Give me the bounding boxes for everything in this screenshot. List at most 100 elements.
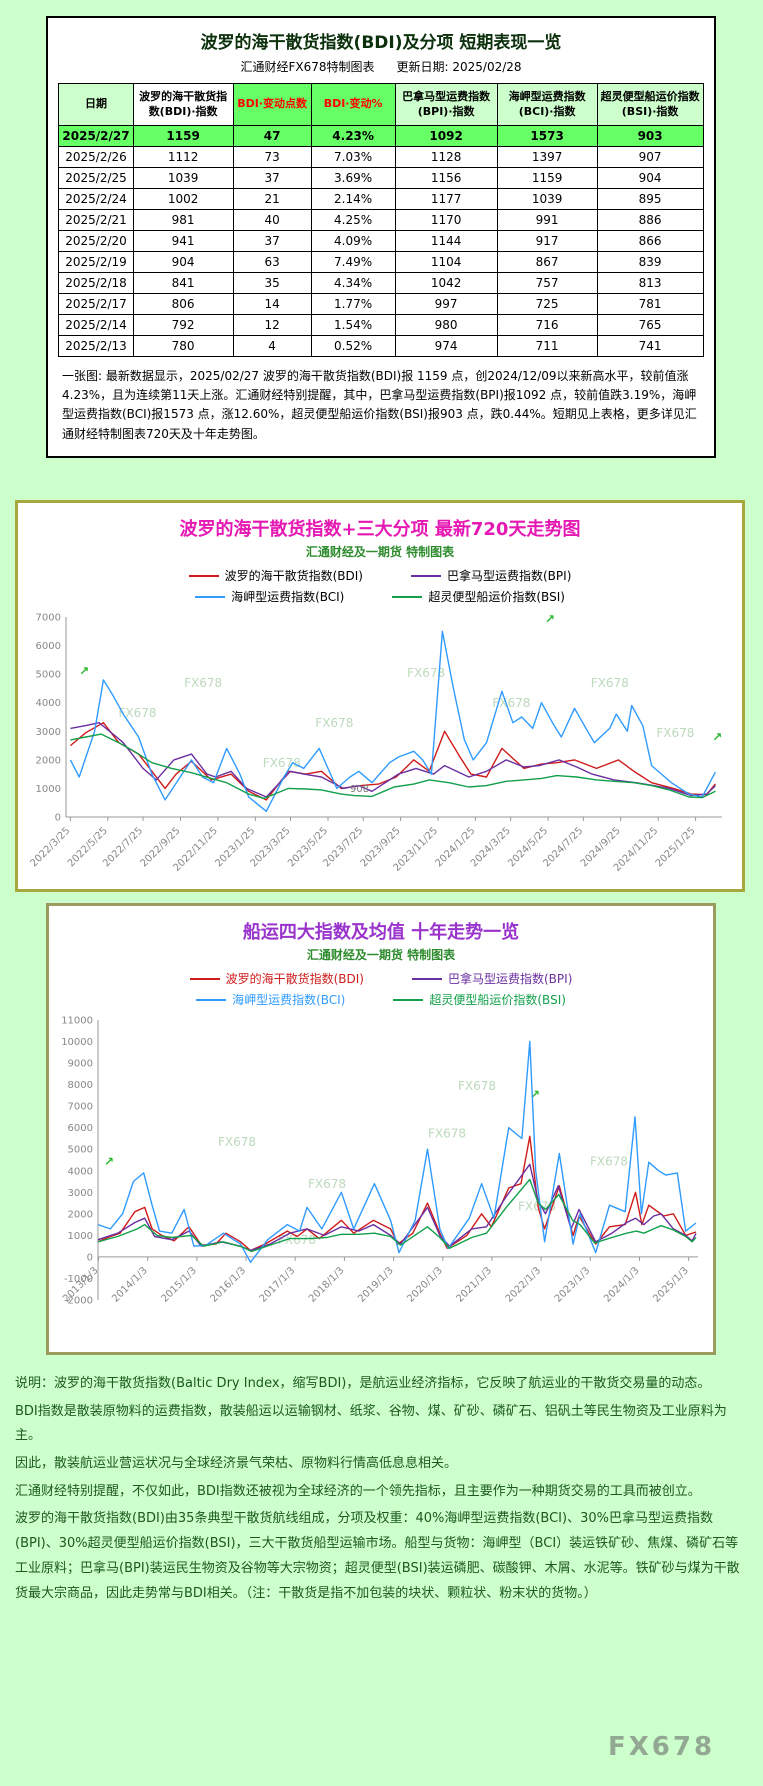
svg-text:2000: 2000 xyxy=(68,1209,93,1220)
cell-bpi: 974 xyxy=(394,335,498,357)
svg-text:FX678: FX678 xyxy=(184,676,222,690)
series-line-bpi xyxy=(97,1163,697,1252)
cell-pct: 0.52% xyxy=(310,335,396,357)
cell-pct: 1.54% xyxy=(310,314,396,336)
svg-text:FX678: FX678 xyxy=(315,716,353,730)
legend-label: 巴拿马型运费指数(BPI) xyxy=(447,569,572,583)
cell-bpi: 1128 xyxy=(394,146,498,168)
cell-bpi: 1156 xyxy=(394,167,498,189)
cell-bsi: 886 xyxy=(596,209,704,231)
svg-text:↗: ↗ xyxy=(530,1087,540,1101)
cell-bci: 757 xyxy=(496,272,598,294)
cell-chg: 73 xyxy=(232,146,312,168)
table-title: 波罗的海干散货指数(BDI)及分项 短期表现一览 xyxy=(200,33,562,53)
update-date-label: 更新日期: 2025/02/28 xyxy=(396,60,522,74)
chart-10y-panel: 船运四大指数及均值 十年走势一览 汇通财经及一期货 特制图表 波罗的海干散货指数… xyxy=(46,903,716,1355)
table-row: 2025/2/27 1159 47 4.23% 1092 1573 903 xyxy=(58,125,704,147)
svg-text:FX678: FX678 xyxy=(428,1127,466,1141)
svg-text:3000: 3000 xyxy=(68,1188,93,1199)
svg-text:FX678: FX678 xyxy=(308,1177,346,1191)
legend-item-bdi: 波罗的海干散货指数(BDI) xyxy=(188,567,363,584)
cell-bsi: 895 xyxy=(596,188,704,210)
cell-date: 2025/2/17 xyxy=(58,293,134,315)
cell-bsi: 741 xyxy=(596,335,704,357)
cell-pct: 7.49% xyxy=(310,251,396,273)
svg-text:FX678: FX678 xyxy=(458,1079,496,1093)
cell-bpi: 980 xyxy=(394,314,498,336)
svg-text:5000: 5000 xyxy=(36,670,61,681)
cell-pct: 3.69% xyxy=(310,167,396,189)
footer-notes: 说明：波罗的海干散货指数(Baltic Dry Index，缩写BDI)，是航运… xyxy=(15,1372,749,1609)
svg-text:908: 908 xyxy=(350,784,369,795)
trend-chart-720d: FX678 FX678 FX678 FX678 FX678 FX678 FX678 FX678… xyxy=(28,612,722,874)
cell-bdi: 904 xyxy=(132,251,234,273)
svg-text:2014/1/3: 2014/1/3 xyxy=(110,1265,150,1305)
legend-item-bci: 海岬型运费指数(BCI) xyxy=(195,588,344,605)
bdi-table: 日期 波罗的海干散货指数(BDI)·指数 BDI·变动点数 BDI·变动% 巴拿马型运费… xyxy=(58,83,704,357)
svg-text:↗: ↗ xyxy=(712,730,722,744)
bdi-table-panel: 波罗的海干散货指数(BDI)及分项 短期表现一览 汇通财经FX678特制图表 更新… xyxy=(46,16,716,458)
cell-date: 2025/2/19 xyxy=(58,251,134,273)
table-row: 2025/2/14 792 12 1.54% 980 716 765 xyxy=(58,314,704,336)
cell-pct: 2.14% xyxy=(310,188,396,210)
cell-bdi: 1002 xyxy=(132,188,234,210)
cell-bdi: 1112 xyxy=(132,146,234,168)
cell-bsi: 839 xyxy=(596,251,704,273)
svg-text:FX678: FX678 xyxy=(591,676,629,690)
svg-text:2024/1/3: 2024/1/3 xyxy=(602,1265,642,1305)
cell-chg: 40 xyxy=(232,209,312,231)
cell-chg: 12 xyxy=(232,314,312,336)
cell-bci: 867 xyxy=(496,251,598,273)
table-row: 2025/2/20 941 37 4.09% 1144 917 866 xyxy=(58,230,704,252)
legend-line-icon xyxy=(411,574,441,577)
cell-bdi: 792 xyxy=(132,314,234,336)
legend-item-bpi: 巴拿马型运费指数(BPI) xyxy=(411,567,571,584)
cell-bpi: 1177 xyxy=(394,188,498,210)
column-header-0: 日期 xyxy=(58,83,134,126)
cell-chg: 35 xyxy=(232,272,312,294)
chart-10y-subtitle: 汇通财经及一期货 特制图表 xyxy=(306,948,456,962)
svg-text:↗: ↗ xyxy=(545,612,555,626)
chart-10y-title: 船运四大指数及均值 十年走势一览 xyxy=(242,922,520,943)
svg-text:7000: 7000 xyxy=(68,1102,93,1113)
legend-item-bci: 海岬型运费指数(BCI) xyxy=(196,991,345,1008)
cell-pct: 4.09% xyxy=(310,230,396,252)
cell-bsi: 903 xyxy=(596,125,704,147)
cell-bpi: 1170 xyxy=(394,209,498,231)
cell-bdi: 1039 xyxy=(132,167,234,189)
svg-text:FX678: FX678 xyxy=(590,1155,628,1169)
svg-text:FX678: FX678 xyxy=(656,726,694,740)
svg-text:FX678: FX678 xyxy=(218,1135,256,1149)
cell-bsi: 813 xyxy=(596,272,704,294)
column-header-5: 海岬型运费指数(BCI)·指数 xyxy=(496,83,598,126)
table-row: 2025/2/19 904 63 7.49% 1104 867 839 xyxy=(58,251,704,273)
svg-text:0: 0 xyxy=(55,813,61,824)
legend-line-icon xyxy=(196,998,227,1001)
cell-bsi: 904 xyxy=(596,167,704,189)
svg-text:2025/1/25: 2025/1/25 xyxy=(654,825,698,869)
cell-date: 2025/2/21 xyxy=(58,209,134,231)
cell-bsi: 765 xyxy=(596,314,704,336)
cell-bpi: 1144 xyxy=(394,230,498,252)
cell-pct: 4.23% xyxy=(310,125,396,147)
cell-date: 2025/2/13 xyxy=(58,335,134,357)
svg-text:↗: ↗ xyxy=(79,664,89,678)
footer-paragraph: BDI指数是散装原物料的运费指数，散装船运以运输钢材、纸浆、谷物、煤、矿砂、磷矿… xyxy=(15,1403,727,1444)
chart-720d-title: 波罗的海干散货指数+三大分项 最新720天走势图 xyxy=(179,519,581,540)
legend-label: 巴拿马型运费指数(BPI) xyxy=(448,972,573,986)
svg-text:FX678: FX678 xyxy=(407,666,445,680)
chart-720d-subtitle: 汇通财经及一期货 特制图表 xyxy=(305,545,455,559)
cell-bci: 1039 xyxy=(496,188,598,210)
cell-chg: 37 xyxy=(232,167,312,189)
cell-bdi: 941 xyxy=(132,230,234,252)
svg-text:FX678: FX678 xyxy=(263,756,301,770)
svg-text:FX678: FX678 xyxy=(492,696,530,710)
cell-bsi: 866 xyxy=(596,230,704,252)
svg-text:FX678: FX678 xyxy=(119,706,157,720)
series-line-bci xyxy=(97,1040,697,1264)
cell-date: 2025/2/27 xyxy=(58,125,134,147)
legend-item-bdi: 波罗的海干散货指数(BDI) xyxy=(189,970,364,987)
svg-text:2015/1/3: 2015/1/3 xyxy=(159,1265,199,1305)
series-line-bsi xyxy=(97,1178,697,1253)
